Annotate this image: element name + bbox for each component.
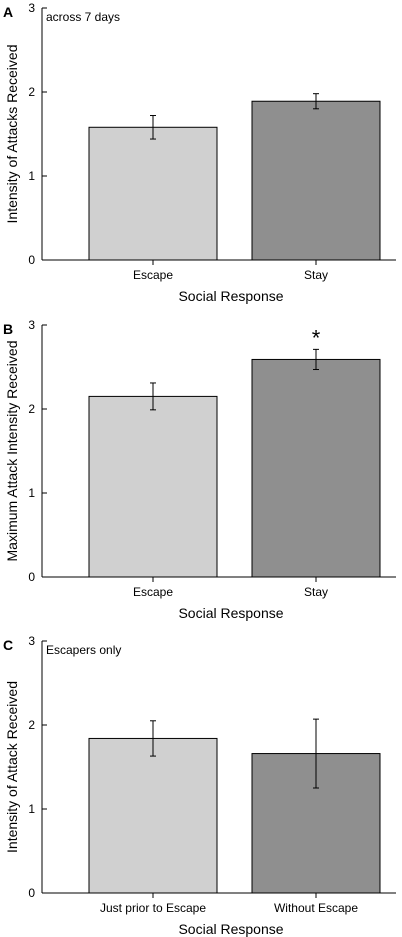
x-tick-label: Escape [133, 268, 173, 282]
x-tick-label: Without Escape [274, 901, 358, 915]
panel-annotation: across 7 days [46, 10, 120, 24]
bar [88, 737, 218, 894]
x-axis-title: Social Response [178, 605, 283, 621]
panel-letter: C [3, 637, 13, 653]
bar [88, 126, 218, 261]
y-tick-label: 2 [28, 718, 35, 732]
y-tick-label: 0 [28, 886, 35, 900]
panel-letter: B [3, 321, 13, 337]
panel-b: B Escape * Stay 0 1 2 3 Maximum Attack Intensity… [3, 318, 396, 621]
panel-c: C Escapers only Just prior to Escape Withou… [3, 634, 396, 937]
y-tick-label: 3 [28, 318, 35, 332]
y-axis-title: Intensity of Attacks Received [4, 45, 20, 224]
x-tick-label: Stay [304, 585, 328, 599]
y-tick-label: 1 [28, 486, 35, 500]
x-tick-label: Stay [304, 268, 328, 282]
x-tick-label: Just prior to Escape [100, 901, 206, 915]
y-axis-title: Maximum Attack Intensity Received [4, 341, 20, 562]
x-axis-title: Social Response [178, 288, 283, 304]
y-tick-label: 0 [28, 253, 35, 267]
bar [88, 395, 218, 578]
y-tick-label: 2 [28, 402, 35, 416]
y-tick-label: 1 [28, 169, 35, 183]
significance-marker: * [312, 325, 321, 350]
y-tick-label: 1 [28, 802, 35, 816]
y-tick-label: 3 [28, 1, 35, 15]
x-axis-title: Social Response [178, 921, 283, 937]
y-axis-title: Intensity of Attack Received [4, 681, 20, 853]
y-tick-label: 2 [28, 85, 35, 99]
y-tick-label: 0 [28, 570, 35, 584]
bar [251, 358, 381, 578]
y-tick-label: 3 [28, 634, 35, 648]
panel-letter: A [3, 4, 13, 20]
panel-annotation: Escapers only [46, 643, 121, 657]
x-tick-label: Escape [133, 585, 173, 599]
bar [251, 100, 381, 261]
